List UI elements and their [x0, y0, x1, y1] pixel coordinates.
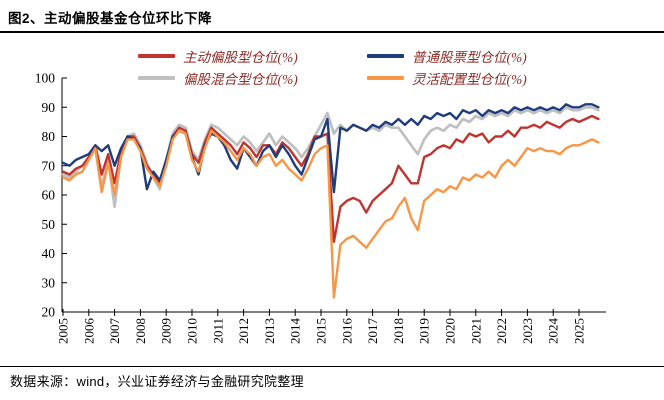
legend-label-flexible: 灵活配置型仓位(%)	[412, 72, 527, 87]
svg-text:2005: 2005	[56, 318, 71, 344]
svg-text:2015: 2015	[314, 318, 329, 344]
svg-text:2009: 2009	[159, 318, 174, 344]
title-divider	[0, 31, 664, 33]
figure-title: 图2、主动偏股基金仓位环比下降	[8, 11, 213, 26]
svg-text:2016: 2016	[339, 318, 354, 345]
svg-text:50: 50	[42, 217, 56, 232]
data-source-note: 数据来源：wind，兴业证券经济与金融研究院整理	[10, 374, 304, 389]
svg-text:2007: 2007	[107, 318, 122, 345]
svg-text:30: 30	[42, 275, 56, 290]
svg-text:2013: 2013	[262, 318, 277, 344]
svg-text:2025: 2025	[572, 318, 587, 344]
svg-text:2024: 2024	[546, 318, 561, 345]
svg-text:100: 100	[35, 71, 56, 86]
svg-text:2020: 2020	[443, 318, 458, 344]
svg-text:2021: 2021	[468, 318, 483, 344]
svg-text:70: 70	[42, 158, 56, 173]
svg-text:2018: 2018	[391, 318, 406, 344]
svg-text:2006: 2006	[81, 318, 96, 345]
legend-label-active-equity: 主动偏股型仓位(%)	[183, 50, 298, 65]
legend-swatch-blue	[367, 54, 404, 58]
legend-swatch-red	[138, 54, 175, 58]
footer-divider	[0, 366, 664, 367]
legend-label-common-stock: 普通股票型仓位(%)	[412, 50, 527, 65]
svg-text:2017: 2017	[365, 318, 380, 345]
svg-text:2019: 2019	[417, 318, 432, 344]
svg-text:2008: 2008	[133, 318, 148, 344]
svg-text:2012: 2012	[236, 318, 251, 344]
legend-item-flexible: 灵活配置型仓位(%)	[367, 71, 527, 87]
svg-text:2014: 2014	[288, 318, 303, 345]
svg-text:20: 20	[42, 305, 56, 320]
legend-swatch-gray	[138, 76, 175, 80]
legend-label-hybrid: 偏股混合型仓位(%)	[183, 72, 298, 87]
legend-item-active-equity: 主动偏股型仓位(%)	[138, 49, 298, 65]
svg-text:40: 40	[42, 246, 56, 261]
svg-text:60: 60	[42, 188, 56, 203]
legend-swatch-orange	[367, 76, 404, 80]
legend-item-common-stock: 普通股票型仓位(%)	[367, 49, 527, 65]
svg-text:80: 80	[42, 129, 56, 144]
svg-text:2023: 2023	[520, 318, 535, 344]
svg-text:90: 90	[42, 100, 56, 115]
svg-text:2011: 2011	[210, 318, 225, 344]
svg-text:2010: 2010	[185, 318, 200, 344]
svg-text:2022: 2022	[494, 318, 509, 344]
legend-item-hybrid: 偏股混合型仓位(%)	[138, 71, 298, 87]
